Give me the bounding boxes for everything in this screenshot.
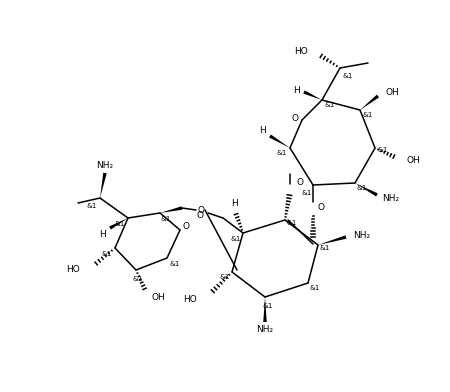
Text: &1: &1 [357, 185, 367, 191]
Text: HO: HO [294, 47, 308, 56]
Text: &1: &1 [133, 276, 143, 282]
Text: &1: &1 [363, 112, 373, 118]
Text: O: O [318, 203, 324, 212]
Polygon shape [355, 183, 378, 196]
Text: &1: &1 [287, 220, 297, 226]
Text: &1: &1 [115, 221, 125, 227]
Text: OH: OH [385, 87, 399, 96]
Text: O: O [292, 114, 298, 123]
Polygon shape [318, 235, 346, 245]
Text: &1: &1 [87, 203, 97, 209]
Text: &1: &1 [161, 216, 171, 222]
Text: &1: &1 [220, 274, 230, 280]
Text: H: H [232, 198, 238, 207]
Polygon shape [160, 206, 182, 213]
Text: &1: &1 [325, 102, 335, 108]
Text: O: O [197, 211, 203, 220]
Text: &1: &1 [102, 251, 112, 257]
Text: &1: &1 [170, 261, 180, 267]
Text: &1: &1 [277, 150, 287, 156]
Text: NH₂: NH₂ [256, 325, 274, 334]
Text: O: O [297, 178, 303, 187]
Polygon shape [109, 218, 128, 230]
Text: &1: &1 [231, 236, 241, 242]
Text: H: H [99, 229, 106, 238]
Polygon shape [263, 297, 267, 322]
Text: H: H [260, 125, 266, 134]
Text: &1: &1 [320, 245, 330, 251]
Text: H: H [293, 85, 301, 94]
Text: HO: HO [66, 265, 80, 274]
Text: &1: &1 [310, 285, 320, 291]
Polygon shape [303, 91, 322, 100]
Text: &1: &1 [302, 190, 312, 196]
Text: OH: OH [406, 156, 420, 165]
Text: O: O [183, 221, 189, 230]
Text: &1: &1 [378, 147, 388, 153]
Text: &1: &1 [343, 73, 353, 79]
Text: &1: &1 [263, 303, 273, 309]
Text: NH₂: NH₂ [353, 230, 370, 240]
Text: HO: HO [183, 296, 197, 305]
Text: NH₂: NH₂ [382, 194, 400, 203]
Text: O: O [198, 205, 204, 214]
Polygon shape [269, 134, 290, 148]
Polygon shape [360, 94, 379, 110]
Text: NH₂: NH₂ [96, 160, 113, 169]
Polygon shape [100, 172, 107, 198]
Text: OH: OH [151, 294, 165, 303]
